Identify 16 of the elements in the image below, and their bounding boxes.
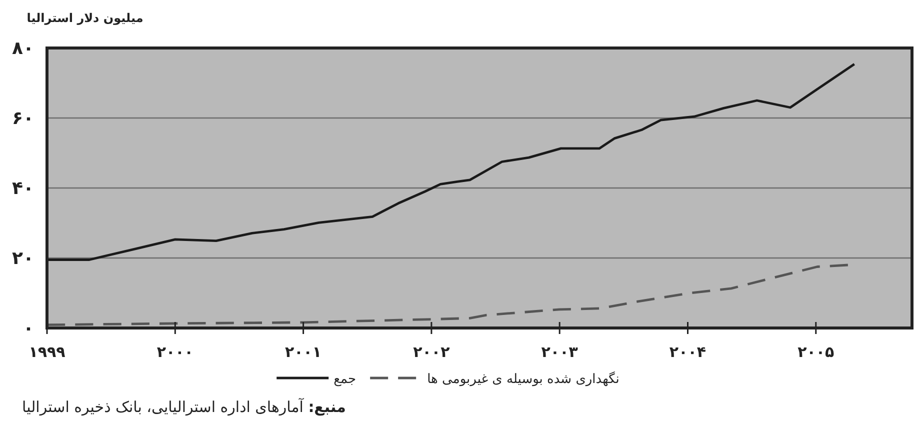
x-tick-label: ۲۰۰۴ xyxy=(669,343,706,361)
y-tick-label: ۰ xyxy=(23,318,34,339)
y-tick-label: ۴۰ xyxy=(12,178,34,199)
x-tick-label: ۲۰۰۱ xyxy=(284,343,322,361)
y-tick-label: ۸۰ xyxy=(12,38,34,59)
x-tick-label: ۱۹۹۹ xyxy=(28,343,66,361)
x-tick-label: ۲۰۰۵ xyxy=(798,343,834,361)
x-tick-label: ۲۰۰۰ xyxy=(156,343,194,361)
x-tick-label: ۲۰۰۲ xyxy=(413,343,450,361)
y-tick-label: ۲۰ xyxy=(12,248,34,269)
legend-label: نگهداری شده بوسیله ی غیربومی ها xyxy=(427,371,620,387)
y-axis-title: میلیون دلار استرالیا xyxy=(26,11,144,25)
x-tick-label: ۲۰۰۳ xyxy=(541,343,578,361)
text: منبع: آمارهای اداره استرالیایی، بانک ذخیره استرالیا xyxy=(22,397,346,416)
y-tick-label: ۶۰ xyxy=(12,108,34,129)
legend-label: جمع xyxy=(334,372,356,387)
